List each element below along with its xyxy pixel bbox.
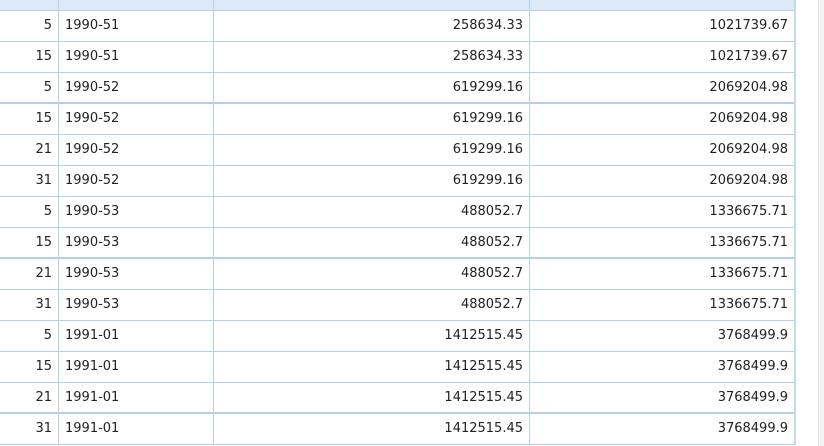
table-cell: 2069204.98 <box>709 142 788 157</box>
table-cell: 3768499.9 <box>717 421 788 436</box>
table-row[interactable]: 21 1990-52 619299.16 2069204.98 <box>0 135 794 166</box>
table-cell: 1990-52 <box>59 104 214 134</box>
table-cell: 21 <box>0 383 59 412</box>
table-cell: 1990-51 <box>59 42 214 72</box>
grid-header <box>0 0 794 11</box>
table-cell: 5 <box>0 73 59 102</box>
table-cell: 1021739.67 <box>709 18 788 33</box>
table-cell: 5 <box>0 197 59 227</box>
column-header[interactable] <box>0 0 59 10</box>
table-cell: 488052.7 <box>214 197 530 227</box>
table-cell: 1991-01 <box>59 321 214 351</box>
table-cell: 1990-53 <box>59 290 214 320</box>
table-cell: 1991-01 <box>59 383 214 412</box>
table-row[interactable]: 15 1990-53 488052.7 1336675.71 <box>0 228 794 259</box>
table-cell: 1990-51 <box>59 11 214 41</box>
table-cell: 1336675.71 <box>709 204 788 219</box>
table-cell: 1990-53 <box>59 228 214 257</box>
table-cell: 1990-52 <box>59 73 214 102</box>
table-cell: 258634.33 <box>214 42 530 72</box>
grid-body: 5 1990-51 258634.33 1021739.67 15 1990-51 2586… <box>0 11 794 445</box>
column-header[interactable] <box>59 0 214 10</box>
table-cell: 1336675.71 <box>709 235 788 250</box>
table-cell: 1990-52 <box>59 135 214 165</box>
table-cell: 1336675.71 <box>709 266 788 281</box>
table-row[interactable]: 15 1990-52 619299.16 2069204.98 <box>0 104 794 135</box>
table-row[interactable]: 31 1990-53 488052.7 1336675.71 <box>0 290 794 321</box>
table-cell: 3768499.9 <box>717 328 788 343</box>
table-cell: 31 <box>0 290 59 320</box>
table-cell: 21 <box>0 135 59 165</box>
table-cell: 1990-52 <box>59 166 214 196</box>
table-row[interactable]: 21 1991-01 1412515.45 3768499.9 <box>0 383 794 414</box>
table-cell: 619299.16 <box>214 73 530 102</box>
table-cell: 31 <box>0 166 59 196</box>
table-cell: 1021739.67 <box>709 49 788 64</box>
table-cell: 21 <box>0 259 59 289</box>
table-cell: 619299.16 <box>214 104 530 134</box>
table-cell: 1412515.45 <box>214 321 530 351</box>
table-cell: 31 <box>0 414 59 444</box>
table-cell: 15 <box>0 104 59 134</box>
table-cell: 1412515.45 <box>214 414 530 444</box>
table-cell: 2069204.98 <box>709 173 788 188</box>
table-row[interactable]: 21 1990-53 488052.7 1336675.71 <box>0 259 794 290</box>
data-grid: 5 1990-51 258634.33 1021739.67 15 1990-51 2586… <box>0 0 796 445</box>
table-row[interactable]: 15 1990-51 258634.33 1021739.67 <box>0 42 794 73</box>
table-row[interactable]: 31 1991-01 1412515.45 3768499.9 <box>0 414 794 445</box>
table-cell: 1336675.71 <box>709 297 788 312</box>
table-cell: 15 <box>0 352 59 382</box>
table-cell: 2069204.98 <box>709 111 788 126</box>
table-cell: 2069204.98 <box>709 80 788 95</box>
table-row[interactable]: 31 1990-52 619299.16 2069204.98 <box>0 166 794 197</box>
column-header[interactable] <box>214 0 530 10</box>
table-cell: 488052.7 <box>214 290 530 320</box>
table-row[interactable]: 5 1990-52 619299.16 2069204.98 <box>0 73 794 104</box>
table-cell: 619299.16 <box>214 166 530 196</box>
table-cell: 1991-01 <box>59 352 214 382</box>
table-cell: 1412515.45 <box>214 383 530 412</box>
table-cell: 5 <box>0 321 59 351</box>
table-cell: 5 <box>0 11 59 41</box>
table-cell: 488052.7 <box>214 259 530 289</box>
table-row[interactable]: 5 1991-01 1412515.45 3768499.9 <box>0 321 794 352</box>
table-cell: 1990-53 <box>59 259 214 289</box>
table-cell: 258634.33 <box>214 11 530 41</box>
column-header[interactable] <box>530 0 794 10</box>
table-cell: 15 <box>0 228 59 257</box>
vertical-scrollbar[interactable] <box>818 0 824 446</box>
table-cell: 3768499.9 <box>717 359 788 374</box>
table-row[interactable]: 5 1990-51 258634.33 1021739.67 <box>0 11 794 42</box>
table-cell: 1412515.45 <box>214 352 530 382</box>
table-cell: 488052.7 <box>214 228 530 257</box>
table-cell: 3768499.9 <box>717 390 788 405</box>
table-row[interactable]: 5 1990-53 488052.7 1336675.71 <box>0 197 794 228</box>
table-row[interactable]: 15 1991-01 1412515.45 3768499.9 <box>0 352 794 383</box>
table-cell: 1991-01 <box>59 414 214 444</box>
table-cell: 15 <box>0 42 59 72</box>
table-cell: 619299.16 <box>214 135 530 165</box>
table-cell: 1990-53 <box>59 197 214 227</box>
